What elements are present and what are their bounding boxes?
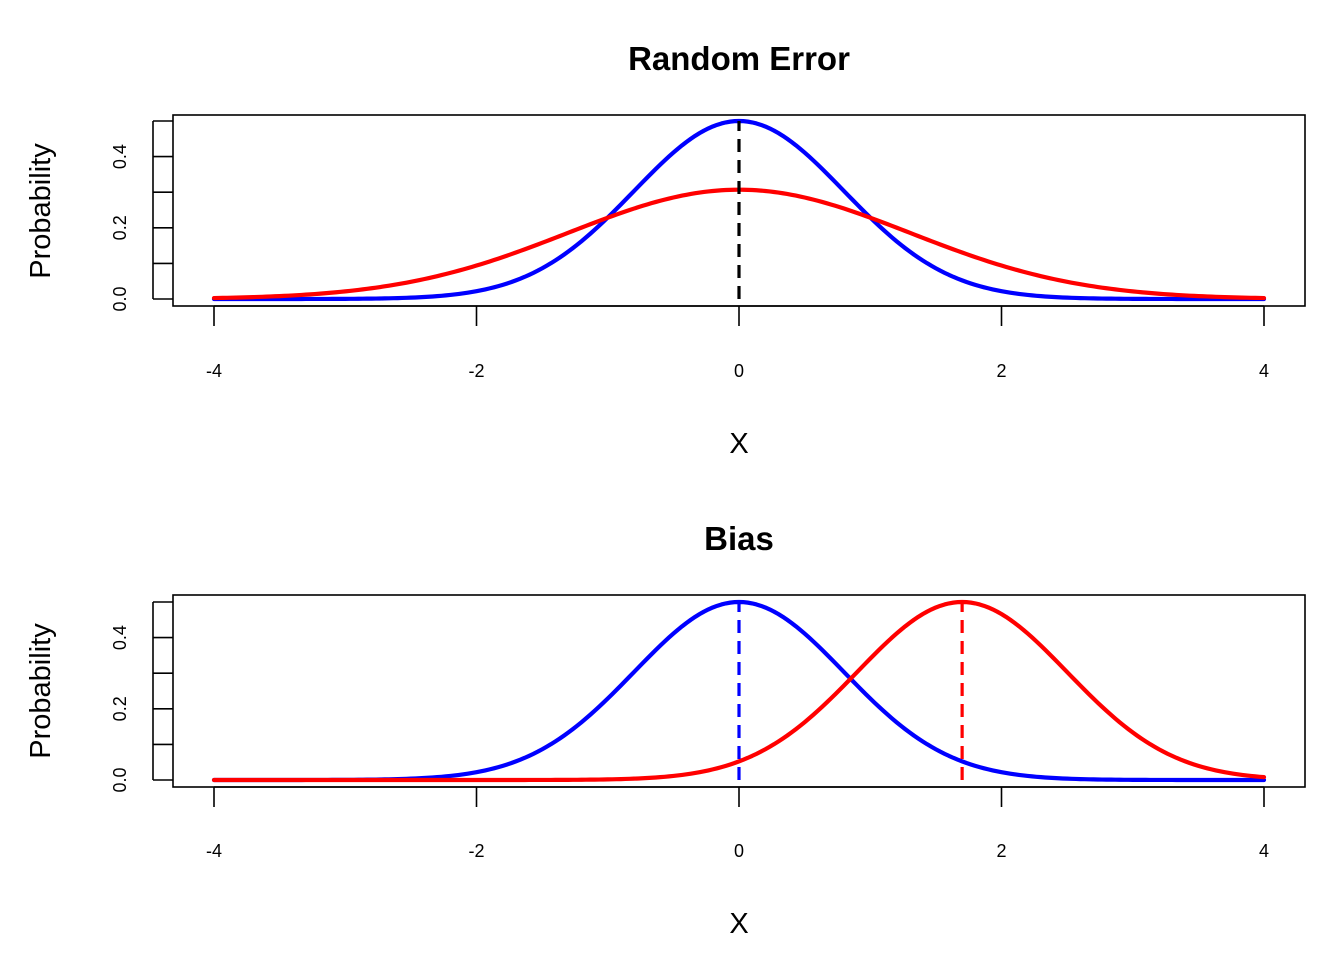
panel-2-x-tick-label: 0	[734, 841, 744, 861]
panel-1-x-tick-label: 4	[1259, 361, 1269, 381]
panel-1-x-tick-label: -4	[206, 361, 222, 381]
panel-2-x-tick-label: -2	[468, 841, 484, 861]
panel-1-x-tick-label: -2	[468, 361, 484, 381]
panel-1-y-axis-title: Probability	[25, 143, 57, 279]
panel-2-y-tick-label: 0.4	[110, 625, 130, 650]
panel-2-x-tick-label: 4	[1259, 841, 1269, 861]
panel-2-x-tick-label: 2	[996, 841, 1006, 861]
panel-2-series-red-curve	[211, 599, 1267, 783]
panel-1-title: Random Error	[628, 40, 850, 77]
panel-random-error: Random Error -4 -2 0 2 4 X 0.0 0.2 0.4 P…	[25, 40, 1306, 460]
panel-1-y-tick-label: 0.4	[110, 144, 130, 169]
panel-2-y-tick-label: 0.2	[110, 696, 130, 721]
panel-1-x-axis-title: X	[729, 428, 748, 460]
panel-bias: Bias -4 -2 0 2 4 X 0.0 0.2 0.4 Probabili…	[25, 520, 1306, 940]
panel-2-plot-area	[211, 599, 1267, 783]
panel-1-x-tick-label: 2	[996, 361, 1006, 381]
panel-2-x-axis-title: X	[729, 908, 748, 940]
panel-1-x-tick-label: 0	[734, 361, 744, 381]
panel-1-y-tick-label: 0.0	[110, 286, 130, 311]
panel-2-title: Bias	[704, 520, 774, 557]
panel-2-y-axis-title: Probability	[25, 623, 57, 759]
panel-2-y-tick-label: 0.0	[110, 767, 130, 792]
panel-2-x-tick-label: -4	[206, 841, 222, 861]
panel-1-plot-area	[211, 118, 1267, 302]
panel-1-y-tick-label: 0.2	[110, 215, 130, 240]
